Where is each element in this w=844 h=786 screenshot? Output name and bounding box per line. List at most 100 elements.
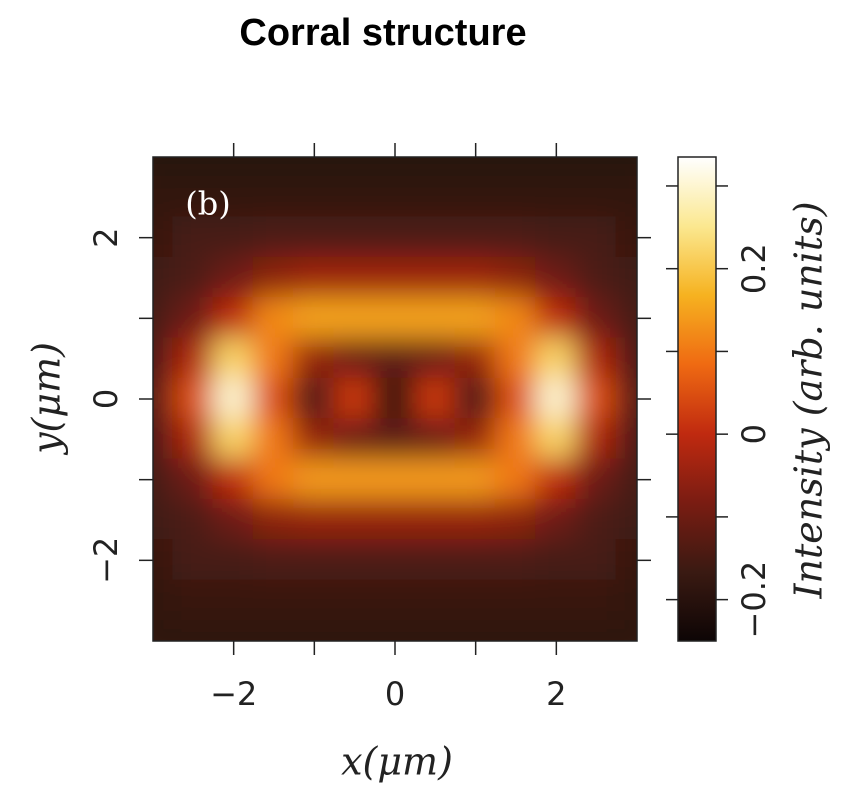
heatmap-cell bbox=[172, 337, 215, 380]
heatmap-cell bbox=[212, 297, 255, 340]
heatmap-cell bbox=[212, 216, 255, 259]
heatmap-cell bbox=[615, 176, 637, 219]
heatmap-cell bbox=[373, 418, 417, 461]
heatmap-cell bbox=[172, 256, 215, 300]
heatmap-cell bbox=[153, 216, 175, 259]
heatmap-cell bbox=[153, 297, 175, 340]
heatmap-cell bbox=[252, 418, 296, 461]
heatmap-cell bbox=[615, 157, 637, 179]
heatmap-cell bbox=[615, 297, 637, 340]
heatmap-cell bbox=[414, 216, 457, 259]
heatmap-cell bbox=[414, 458, 457, 501]
heatmap-cell bbox=[535, 337, 578, 380]
heatmap-cell bbox=[212, 458, 255, 501]
heatmap-cell bbox=[293, 458, 336, 501]
heatmap-cell bbox=[212, 377, 255, 421]
heatmap-cell bbox=[414, 377, 457, 421]
heatmap-cell bbox=[153, 539, 175, 582]
heatmap-cell bbox=[615, 458, 637, 501]
heatmap-cell bbox=[615, 377, 637, 421]
heatmap-cell bbox=[615, 619, 637, 641]
heatmap-cell bbox=[494, 176, 538, 219]
heatmap-cell bbox=[293, 176, 336, 219]
chart-title: Corral structure bbox=[239, 12, 526, 54]
heatmap-cell bbox=[373, 256, 417, 300]
heatmap-cell bbox=[373, 297, 417, 340]
heatmap-cell bbox=[333, 176, 376, 219]
heatmap-cell bbox=[212, 418, 255, 461]
heatmap-cell bbox=[494, 157, 538, 179]
heatmap-cell bbox=[615, 216, 637, 259]
heatmap-cell bbox=[414, 498, 457, 542]
heatmap-cell bbox=[293, 579, 336, 622]
heatmap-cell bbox=[172, 619, 215, 641]
heatmap-cell bbox=[615, 498, 637, 542]
heatmap-cell bbox=[293, 157, 336, 179]
heatmap-cell bbox=[535, 539, 578, 582]
y-axis-label: y(μm) bbox=[25, 342, 69, 456]
heatmap-cell bbox=[212, 176, 255, 219]
heatmap-cell bbox=[454, 256, 497, 300]
heatmap-cell bbox=[153, 418, 175, 461]
heatmap-cell bbox=[293, 619, 336, 641]
heatmap-cell bbox=[212, 619, 255, 641]
x-tick-label: 2 bbox=[546, 675, 566, 713]
heatmap-cell bbox=[535, 579, 578, 622]
heatmap-cell bbox=[172, 377, 215, 421]
heatmap-cell bbox=[454, 458, 497, 501]
heatmap-cell bbox=[212, 498, 255, 542]
heatmap-cell bbox=[212, 337, 255, 380]
heatmap-cell bbox=[153, 157, 175, 179]
heatmap-cell bbox=[153, 337, 175, 380]
heatmap-cell bbox=[575, 157, 618, 179]
heatmap-area bbox=[153, 157, 637, 641]
heatmap-cell bbox=[414, 176, 457, 219]
heatmap-cell bbox=[172, 176, 215, 219]
heatmap-cell bbox=[535, 377, 578, 421]
heatmap-cell bbox=[454, 619, 497, 641]
heatmap-cell bbox=[212, 579, 255, 622]
heatmap-cell bbox=[333, 498, 376, 542]
heatmap-cell bbox=[252, 176, 296, 219]
x-tick-label: −2 bbox=[210, 675, 257, 713]
heatmap-cell bbox=[333, 418, 376, 461]
heatmap-cell bbox=[293, 498, 336, 542]
heatmap-cell bbox=[494, 418, 538, 461]
heatmap-cell bbox=[575, 418, 618, 461]
heatmap-cell bbox=[293, 377, 336, 421]
heatmap-cell bbox=[454, 539, 497, 582]
heatmap-cell bbox=[615, 579, 637, 622]
heatmap-cell bbox=[373, 498, 417, 542]
heatmap-cell bbox=[575, 458, 618, 501]
heatmap-cell bbox=[535, 418, 578, 461]
heatmap-cell bbox=[333, 619, 376, 641]
heatmap-cell bbox=[333, 579, 376, 622]
heatmap-cell bbox=[333, 377, 376, 421]
heatmap-cell bbox=[172, 458, 215, 501]
heatmap-cell bbox=[252, 458, 296, 501]
heatmap-cell bbox=[172, 418, 215, 461]
heatmap-cell bbox=[414, 256, 457, 300]
heatmap-cell bbox=[373, 176, 417, 219]
heatmap-cell bbox=[153, 377, 175, 421]
heatmap-cell bbox=[172, 297, 215, 340]
heatmap-cell bbox=[373, 619, 417, 641]
heatmap-cell bbox=[575, 256, 618, 300]
heatmap-cell bbox=[212, 157, 255, 179]
heatmap-cell bbox=[172, 498, 215, 542]
heatmap-cell bbox=[293, 216, 336, 259]
heatmap-cell bbox=[252, 157, 296, 179]
heatmap-cell bbox=[454, 377, 497, 421]
heatmap-cell bbox=[454, 216, 497, 259]
heatmap-cell bbox=[454, 579, 497, 622]
heatmap-cell bbox=[575, 579, 618, 622]
heatmap-cell bbox=[414, 337, 457, 380]
heatmap-cell bbox=[454, 297, 497, 340]
heatmap-cell bbox=[373, 337, 417, 380]
heatmap-cell bbox=[293, 297, 336, 340]
heatmap-cell bbox=[373, 377, 417, 421]
heatmap-cell bbox=[153, 619, 175, 641]
heatmap-cell bbox=[172, 157, 215, 179]
heatmap-cell bbox=[454, 157, 497, 179]
heatmap-cell bbox=[454, 498, 497, 542]
